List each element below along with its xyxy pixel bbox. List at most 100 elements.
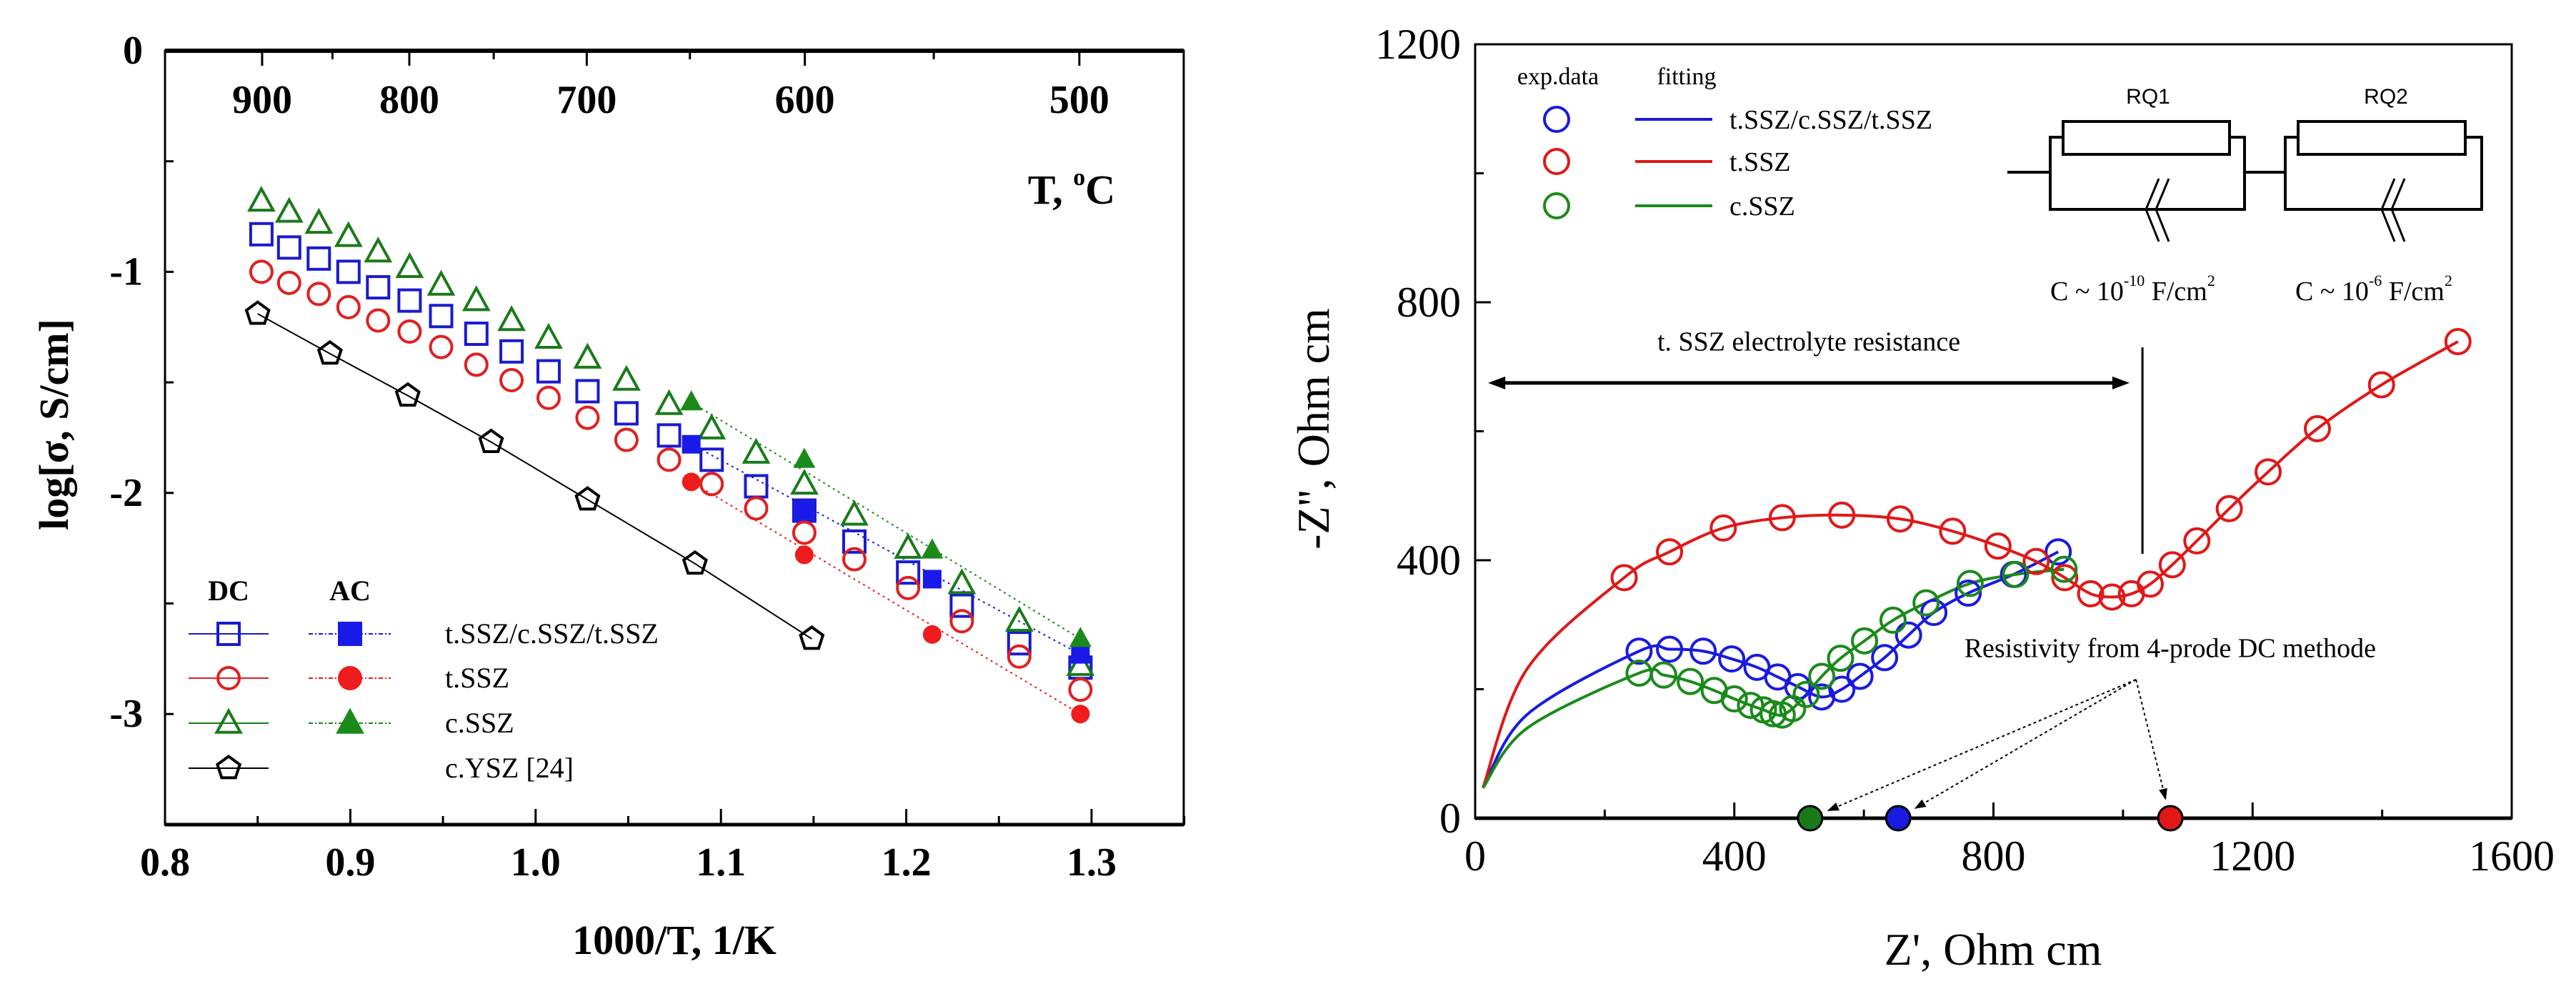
- x-tick-label: 1.0: [511, 840, 561, 885]
- left-y-axis-label: log[σ, S/cm]: [31, 319, 77, 530]
- data-point: [947, 568, 977, 595]
- data-point: [249, 259, 274, 284]
- dc-pointer-line: [2135, 679, 2167, 801]
- dc-resistivity-point: [1797, 805, 1824, 832]
- data-point: [614, 401, 639, 426]
- data-point: [464, 352, 489, 377]
- y-tick-label: 800: [1397, 279, 1461, 326]
- data-point: [364, 237, 393, 263]
- data-point: [896, 575, 921, 600]
- data-point: [744, 496, 769, 521]
- data-point: [397, 319, 422, 344]
- data-point: [1956, 570, 1984, 597]
- rq1-capacitance: C ~ 10-10 F/cm2: [2050, 272, 2215, 307]
- data-point: [697, 413, 727, 439]
- data-point: [612, 364, 641, 391]
- data-point: [1720, 685, 1748, 713]
- series-fit-line: [691, 402, 1081, 640]
- data-point: [1912, 589, 1940, 617]
- equivalent-circuit: [2007, 120, 2483, 242]
- nyquist-chart: 0 400 800 1200 1600 0 400 800 1200 Z', Ohm cm -Z…: [1288, 21, 2555, 975]
- legend-marker: [1543, 192, 1570, 219]
- data-point: [799, 625, 825, 650]
- x-tick-label: 1.2: [882, 840, 932, 885]
- arrow-left-icon: [1488, 376, 1506, 389]
- left-x-axis-label: 1000/T, 1/K: [572, 917, 777, 963]
- x-tick-label: 1600: [2469, 833, 2555, 880]
- y-tick-label: -3: [109, 692, 143, 736]
- top-tick-label: 500: [1049, 78, 1109, 122]
- data-point: [573, 342, 602, 369]
- legend-marker: [214, 707, 243, 734]
- data-point: [1007, 631, 1032, 656]
- data-point: [304, 207, 334, 234]
- data-point: [1709, 514, 1737, 542]
- fit-curve: [1482, 567, 2065, 789]
- x-tick-label: 0: [1464, 833, 1486, 880]
- data-point: [1808, 662, 1836, 690]
- electrolyte-resistance-label: t. SSZ electrolyte resistance: [1657, 327, 1960, 357]
- y-tick-label: 0: [1439, 795, 1461, 842]
- x-tick-label: 1.3: [1067, 840, 1117, 885]
- data-point: [306, 282, 331, 307]
- legend-label-cysz: c.YSZ [24]: [445, 752, 574, 784]
- data-point: [1718, 645, 1746, 673]
- legend-label-cssz: c.SSZ: [1729, 192, 1795, 222]
- data-point: [614, 427, 639, 452]
- data-point: [1071, 645, 1090, 664]
- data-point: [842, 547, 867, 572]
- data-point: [2051, 564, 2079, 592]
- left-legend: DC AC t.SSZ/c.SSZ/t.SSZ t.SSZ c.SSZ c.YS…: [189, 575, 659, 784]
- data-point: [464, 322, 489, 347]
- data-point: [534, 322, 563, 349]
- data-point: [574, 486, 601, 511]
- data-point: [840, 500, 869, 526]
- legend-label-multilayer: t.SSZ/c.SSZ/t.SSZ: [1729, 105, 1932, 135]
- series-fit-line: [691, 481, 1081, 715]
- data-point: [1656, 538, 1684, 566]
- data-point: [1851, 627, 1879, 655]
- data-point: [478, 428, 504, 453]
- data-point: [2303, 414, 2331, 442]
- data-point: [1649, 661, 1677, 689]
- legend-marker: [1543, 106, 1570, 133]
- data-point: [2002, 560, 2030, 588]
- data-point: [1920, 599, 1948, 627]
- data-point: [2183, 527, 2211, 555]
- x-tick-label: 1.1: [696, 840, 746, 885]
- legend-label-multilayer: t.SSZ/c.SSZ/t.SSZ: [445, 617, 659, 650]
- arrowhead-icon: [2159, 787, 2167, 800]
- data-point: [497, 305, 526, 332]
- legend-marker: [1543, 148, 1570, 175]
- right-x-axis-label: Z', Ohm cm: [1884, 924, 2102, 975]
- rq2-label: RQ2: [2364, 85, 2408, 109]
- data-point: [842, 529, 867, 554]
- data-point: [249, 222, 274, 247]
- data-point: [536, 385, 561, 410]
- data-point: [1871, 644, 1899, 672]
- fit-curve: [1482, 340, 2459, 789]
- data-point: [1828, 675, 1856, 703]
- x-tick-label: 1200: [2210, 833, 2295, 880]
- data-point: [536, 359, 561, 384]
- data-point: [244, 300, 271, 325]
- arrhenius-chart: 0.8 0.9 1.0 1.1 1.2 1.3 0 -1 -2 -3 900 800 700 600 500…: [31, 29, 1186, 963]
- data-point: [794, 501, 814, 520]
- legend-label-tssz: t.SSZ: [1729, 147, 1791, 177]
- data-point: [395, 252, 424, 278]
- data-point: [366, 308, 391, 333]
- data-point: [1846, 662, 1874, 690]
- data-point: [575, 405, 600, 430]
- data-point: [742, 437, 771, 464]
- data-point: [1689, 637, 1717, 665]
- data-point: [276, 270, 301, 295]
- data-point: [461, 285, 491, 312]
- data-point: [426, 269, 456, 296]
- legend-marker: [338, 622, 362, 646]
- data-point: [2045, 538, 2072, 566]
- fit-curve: [1482, 550, 2060, 789]
- data-point: [336, 294, 361, 319]
- rq2-capacitance: C ~ 10-6 F/cm2: [2295, 272, 2452, 307]
- data-point: [1939, 517, 1967, 545]
